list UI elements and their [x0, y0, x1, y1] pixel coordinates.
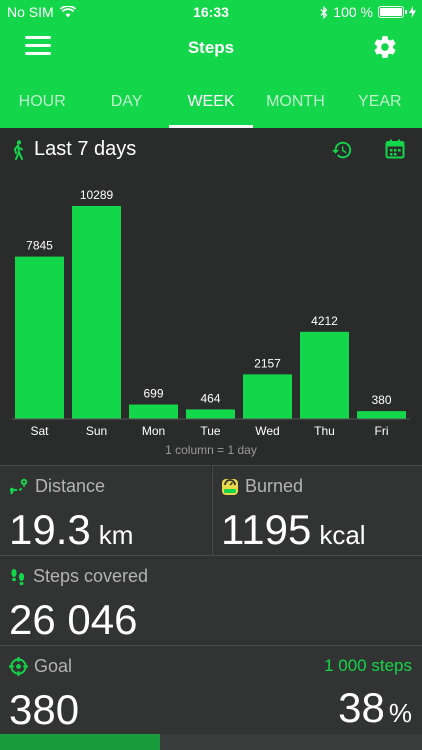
history-icon[interactable] — [331, 139, 353, 161]
bar-value-label: 380 — [371, 393, 391, 407]
bar-value-label: 2157 — [254, 356, 281, 370]
goal-target: 1 000 steps — [324, 656, 412, 675]
tab-week[interactable]: WEEK — [168, 84, 254, 128]
tab-hour[interactable]: HOUR — [18, 93, 66, 110]
steps-bar-chart: 7845 Sat 10289 Sun 699 Mon 464 Tue 2157 Wed 4212 Th… — [12, 188, 410, 438]
goal-value: 380 — [9, 686, 80, 733]
route-icon — [9, 478, 28, 495]
goal-panel[interactable]: Goal 1 000 steps 380 38% — [0, 645, 422, 750]
burned-value: 1195 — [221, 506, 312, 553]
tab-day[interactable]: DAY — [110, 93, 143, 110]
page-title: Steps — [187, 38, 235, 57]
chart-header: Last 7 days — [0, 136, 422, 166]
wifi-icon — [59, 6, 76, 18]
scale-icon — [222, 478, 238, 495]
period-tabs: HOUR DAY WEEK MONTH YEAR — [0, 84, 422, 128]
bar-value-label: 4212 — [311, 314, 338, 328]
bar-thu[interactable] — [300, 331, 349, 419]
charging-icon — [409, 6, 416, 18]
goal-percent-symbol: % — [388, 698, 412, 728]
goal-progress-track — [0, 734, 422, 750]
battery-icon — [378, 6, 407, 18]
burned-panel: Burned 1195 kcal — [212, 465, 422, 555]
bar-value-label: 10289 — [80, 188, 114, 202]
bar-category-label: Thu — [314, 424, 335, 438]
goal-percent: 38 — [338, 684, 385, 731]
distance-unit: km — [98, 520, 134, 550]
bar-tue[interactable] — [186, 409, 235, 419]
carrier-label: No SIM — [7, 4, 54, 20]
bar-wed[interactable] — [243, 374, 292, 419]
bluetooth-icon — [320, 5, 328, 19]
bar-category-label: Sat — [30, 424, 49, 438]
bar-mon[interactable] — [129, 404, 178, 419]
goal-progress-fill — [0, 734, 161, 750]
footsteps-icon — [11, 568, 25, 585]
gear-icon[interactable] — [372, 34, 398, 60]
bar-category-label: Tue — [200, 424, 221, 438]
bar-value-label: 464 — [200, 391, 220, 405]
burned-label: Burned — [245, 476, 304, 496]
bar-fri[interactable] — [357, 411, 406, 419]
battery-percent: 100 % — [333, 4, 373, 20]
hamburger-menu-button[interactable] — [25, 36, 51, 58]
top-bar: No SIM 16:33 100 % Steps — [0, 0, 422, 128]
calendar-icon[interactable] — [385, 139, 405, 159]
bar-sat[interactable] — [15, 256, 64, 419]
bar-value-label: 7845 — [26, 239, 53, 253]
chart-title: Last 7 days — [34, 138, 137, 160]
steps-covered-panel: Steps covered 26 046 — [0, 555, 422, 645]
walking-icon — [13, 140, 23, 160]
steps-covered-label: Steps covered — [33, 566, 149, 586]
bar-category-label: Sun — [86, 424, 107, 438]
target-icon — [9, 657, 28, 676]
distance-panel: Distance 19.3 km — [0, 465, 211, 555]
bar-category-label: Mon — [142, 424, 165, 438]
goal-label: Goal — [34, 656, 73, 676]
chart-footnote: 1 column = 1 day — [165, 443, 257, 457]
steps-covered-value: 26 046 — [9, 596, 138, 643]
distance-value: 19.3 — [9, 506, 91, 553]
bar-value-label: 699 — [143, 387, 163, 401]
bar-category-label: Wed — [255, 424, 279, 438]
tab-month[interactable]: MONTH — [266, 93, 325, 110]
bar-category-label: Fri — [375, 424, 389, 438]
distance-label: Distance — [35, 476, 106, 496]
bar-sun[interactable] — [72, 206, 121, 419]
burned-unit: kcal — [319, 520, 366, 550]
status-bar: No SIM 16:33 100 % — [0, 0, 422, 24]
status-time: 16:33 — [193, 4, 229, 20]
tab-year[interactable]: YEAR — [358, 93, 402, 110]
